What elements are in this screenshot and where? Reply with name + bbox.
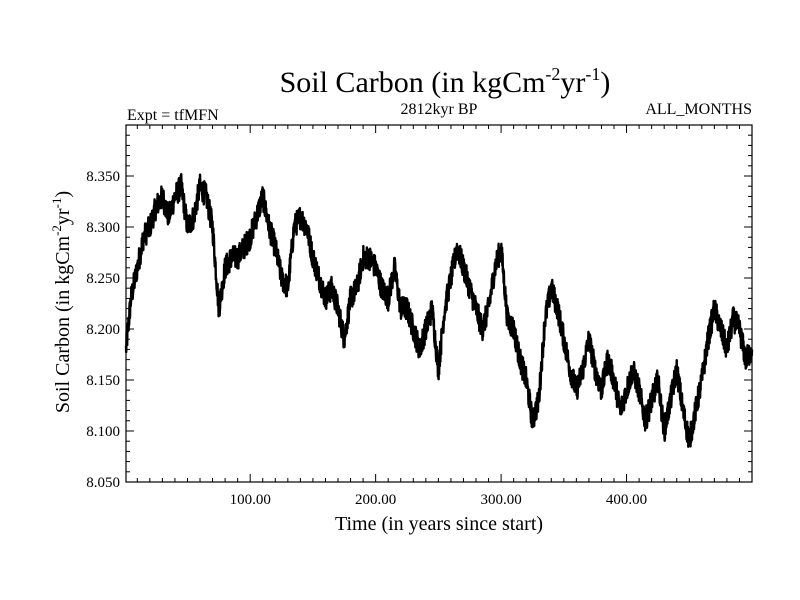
- x-tick-label: 400.00: [606, 492, 647, 508]
- experiment-label: Expt = tfMFN: [127, 107, 219, 124]
- y-tick-label: 8.150: [86, 373, 120, 389]
- y-tick-label: 8.050: [86, 475, 120, 491]
- plot-area-frame: [125, 124, 753, 483]
- y-tick-label: 8.350: [86, 169, 120, 185]
- x-axis-label: Time (in years since start): [335, 513, 543, 535]
- time-period-label: 2812kyr BP: [401, 101, 478, 118]
- y-axis-label: Soil Carbon (in kgCm-2yr-1): [49, 191, 74, 413]
- x-tick-label: 300.00: [480, 492, 521, 508]
- x-tick-label: 100.00: [230, 492, 271, 508]
- y-tick-label: 8.100: [86, 424, 120, 440]
- months-label: ALL_MONTHS: [645, 101, 752, 118]
- axis-ticks: 100.00 200.00 300.00 400.00 8.050 8.100 8.150 8…: [86, 125, 752, 508]
- y-tick-label: 8.200: [86, 322, 120, 338]
- chart-title: Soil Carbon (in kgCm-2yr-1): [280, 64, 611, 99]
- x-tick-label: 200.00: [355, 492, 396, 508]
- y-tick-label: 8.250: [86, 271, 120, 287]
- y-tick-label: 8.300: [86, 220, 120, 236]
- soil-carbon-series-line: [124, 172, 754, 448]
